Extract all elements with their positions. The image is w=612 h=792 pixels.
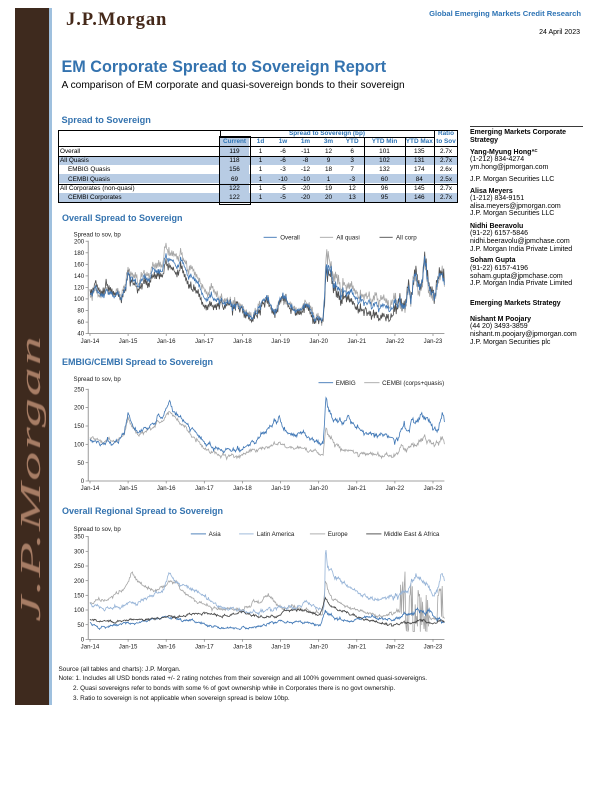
svg-text:Jan-22: Jan-22 [386,338,405,345]
svg-text:60: 60 [77,319,84,326]
svg-text:Jan-16: Jan-16 [157,485,176,492]
svg-text:Jan-14: Jan-14 [81,338,100,345]
svg-text:120: 120 [74,285,85,292]
svg-text:250: 250 [74,563,85,570]
svg-text:Asia: Asia [209,531,222,538]
svg-text:EMBIG: EMBIG [336,380,356,387]
svg-text:100: 100 [74,607,85,614]
svg-text:200: 200 [74,578,85,585]
svg-text:Middle East & Africa: Middle East & Africa [384,531,440,538]
svg-text:Jan-22: Jan-22 [386,485,405,492]
svg-text:Jan-19: Jan-19 [271,644,290,651]
svg-text:All quasi: All quasi [336,235,359,242]
svg-text:Jan-23: Jan-23 [424,338,443,345]
svg-text:Jan-15: Jan-15 [119,485,138,492]
svg-text:Jan-21: Jan-21 [347,485,366,492]
svg-text:150: 150 [74,592,85,599]
svg-text:Jan-18: Jan-18 [233,644,252,651]
svg-text:Jan-20: Jan-20 [309,485,328,492]
svg-text:350: 350 [74,534,85,541]
svg-text:Jan-20: Jan-20 [309,338,328,345]
svg-text:CEMBI (corps+quasis): CEMBI (corps+quasis) [382,380,444,387]
svg-text:Jan-14: Jan-14 [81,485,100,492]
svg-text:0: 0 [81,478,85,485]
svg-text:Jan-22: Jan-22 [386,644,405,651]
svg-text:Jan-14: Jan-14 [81,644,100,651]
svg-text:300: 300 [74,548,85,555]
svg-text:Spread to sov, bp: Spread to sov, bp [74,376,122,383]
svg-text:100: 100 [74,296,85,303]
svg-text:Jan-23: Jan-23 [424,644,443,651]
svg-text:Jan-16: Jan-16 [157,644,176,651]
svg-text:Jan-16: Jan-16 [157,338,176,345]
svg-text:50: 50 [77,622,84,629]
svg-text:40: 40 [77,331,84,338]
svg-text:Jan-20: Jan-20 [309,644,328,651]
svg-text:Jan-18: Jan-18 [233,485,252,492]
svg-text:Jan-17: Jan-17 [195,338,214,345]
svg-text:200: 200 [74,238,85,245]
svg-text:150: 150 [74,423,85,430]
svg-text:0: 0 [81,637,85,644]
svg-text:250: 250 [74,386,85,393]
svg-text:80: 80 [77,308,84,315]
svg-text:Jan-17: Jan-17 [195,644,214,651]
svg-text:50: 50 [77,460,84,467]
svg-text:All corp: All corp [396,235,417,242]
svg-text:Jan-19: Jan-19 [271,485,290,492]
svg-text:100: 100 [74,441,85,448]
svg-text:Europe: Europe [328,531,349,538]
svg-text:Jan-17: Jan-17 [195,485,214,492]
svg-text:Spread to sov, bp: Spread to sov, bp [74,526,122,533]
svg-text:160: 160 [74,261,85,268]
svg-text:Jan-15: Jan-15 [119,338,138,345]
svg-text:Spread to sov, bp: Spread to sov, bp [74,232,122,239]
svg-text:Jan-23: Jan-23 [424,485,443,492]
svg-text:Jan-15: Jan-15 [119,644,138,651]
svg-text:Jan-21: Jan-21 [347,644,366,651]
svg-text:Latin America: Latin America [257,531,295,538]
svg-text:180: 180 [74,250,85,257]
svg-text:Jan-21: Jan-21 [347,338,366,345]
svg-text:Overall: Overall [280,235,300,242]
svg-text:140: 140 [74,273,85,280]
svg-text:Jan-19: Jan-19 [271,338,290,345]
svg-text:200: 200 [74,405,85,412]
svg-text:Jan-18: Jan-18 [233,338,252,345]
